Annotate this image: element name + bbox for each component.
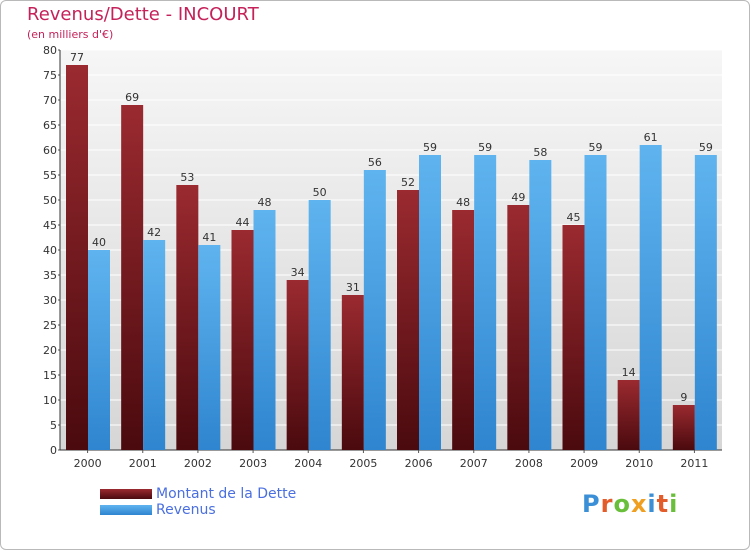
- logo-letter: t: [656, 490, 670, 518]
- y-tick-label: 45: [43, 219, 57, 232]
- y-tick-label: 50: [43, 194, 57, 207]
- y-tick-label: 15: [43, 369, 57, 382]
- y-tick-label: 10: [43, 394, 57, 407]
- logo-letter: r: [600, 490, 614, 518]
- x-tick-label: 2007: [460, 457, 488, 470]
- x-tick-label: 2009: [570, 457, 598, 470]
- y-tick-label: 30: [43, 294, 57, 307]
- data-label-revenus: 59: [589, 141, 603, 154]
- x-tick-label: 2002: [184, 457, 212, 470]
- data-label-revenus: 41: [202, 231, 216, 244]
- chart-subtitle: (en milliers d'€): [27, 28, 114, 41]
- logo-letter: i: [647, 490, 657, 518]
- legend-swatch-dette: [100, 489, 152, 499]
- data-label-dette: 53: [180, 171, 194, 184]
- logo-letter: x: [630, 490, 648, 518]
- data-label-dette: 45: [567, 211, 581, 224]
- x-tick-label: 2001: [129, 457, 157, 470]
- bar-dette: [617, 380, 640, 450]
- y-tick-label: 25: [43, 319, 57, 332]
- data-label-revenus: 59: [423, 141, 437, 154]
- bar-dette: [286, 280, 309, 450]
- x-tick-label: 2008: [515, 457, 543, 470]
- bar-dette: [231, 230, 254, 450]
- bar-dette: [672, 405, 695, 450]
- bar-revenus: [419, 155, 441, 450]
- data-label-dette: 69: [125, 91, 139, 104]
- data-label-revenus: 56: [368, 156, 382, 169]
- legend-label-revenus: Revenus: [156, 502, 216, 518]
- bar-dette: [341, 295, 364, 450]
- bar-revenus: [363, 170, 386, 450]
- y-tick-label: 35: [43, 269, 57, 282]
- x-tick-label: 2003: [239, 457, 267, 470]
- data-label-dette: 48: [456, 196, 470, 209]
- bar-revenus: [474, 155, 497, 450]
- x-tick-label: 2011: [680, 457, 708, 470]
- bar-revenus: [253, 210, 276, 450]
- y-tick-label: 70: [43, 94, 57, 107]
- bar-revenus: [88, 250, 110, 450]
- legend-label-dette: Montant de la Dette: [156, 486, 297, 502]
- x-tick-label: 2010: [625, 457, 653, 470]
- data-label-dette: 77: [70, 51, 84, 64]
- bar-revenus: [198, 245, 221, 450]
- bar-revenus: [529, 160, 552, 450]
- y-tick-label: 5: [50, 419, 57, 432]
- data-label-dette: 14: [622, 366, 636, 379]
- data-label-dette: 44: [236, 216, 250, 229]
- data-label-revenus: 58: [533, 146, 547, 159]
- bar-revenus: [308, 200, 331, 450]
- data-label-revenus: 42: [147, 226, 161, 239]
- bar-dette: [507, 205, 530, 450]
- logo-letter: o: [613, 490, 631, 518]
- data-label-dette: 34: [291, 266, 305, 279]
- bar-dette: [397, 190, 419, 450]
- legend-swatch-revenus: [100, 505, 152, 515]
- y-tick-label: 65: [43, 119, 57, 132]
- y-tick-label: 20: [43, 344, 57, 357]
- proxiti-logo: Proxiti: [582, 490, 678, 518]
- data-label-dette: 9: [680, 391, 687, 404]
- chart-title: Revenus/Dette - INCOURT: [27, 4, 259, 25]
- x-tick-label: 2006: [405, 457, 433, 470]
- data-label-revenus: 50: [313, 186, 327, 199]
- logo-letter: i: [669, 490, 679, 518]
- bar-dette: [452, 210, 475, 450]
- data-label-dette: 52: [401, 176, 415, 189]
- bar-dette: [66, 65, 88, 450]
- y-tick-label: 75: [43, 69, 57, 82]
- x-tick-label: 2005: [349, 457, 377, 470]
- bar-dette: [562, 225, 585, 450]
- y-tick-label: 60: [43, 144, 57, 157]
- x-tick-label: 2000: [74, 457, 102, 470]
- data-label-revenus: 59: [478, 141, 492, 154]
- x-tick-label: 2004: [294, 457, 322, 470]
- logo-letter: P: [582, 490, 601, 518]
- bar-revenus: [143, 240, 166, 450]
- bar-revenus: [584, 155, 607, 450]
- bar-revenus: [694, 155, 717, 450]
- bar-dette: [176, 185, 199, 450]
- data-label-dette: 49: [511, 191, 525, 204]
- y-tick-label: 80: [43, 44, 57, 57]
- y-tick-label: 55: [43, 169, 57, 182]
- data-label-revenus: 48: [258, 196, 272, 209]
- data-label-revenus: 61: [644, 131, 658, 144]
- data-label-revenus: 40: [92, 236, 106, 249]
- bar-revenus: [639, 145, 662, 450]
- y-tick-label: 0: [50, 444, 57, 457]
- data-label-revenus: 59: [699, 141, 713, 154]
- data-label-dette: 31: [346, 281, 360, 294]
- y-tick-label: 40: [43, 244, 57, 257]
- bar-dette: [121, 105, 144, 450]
